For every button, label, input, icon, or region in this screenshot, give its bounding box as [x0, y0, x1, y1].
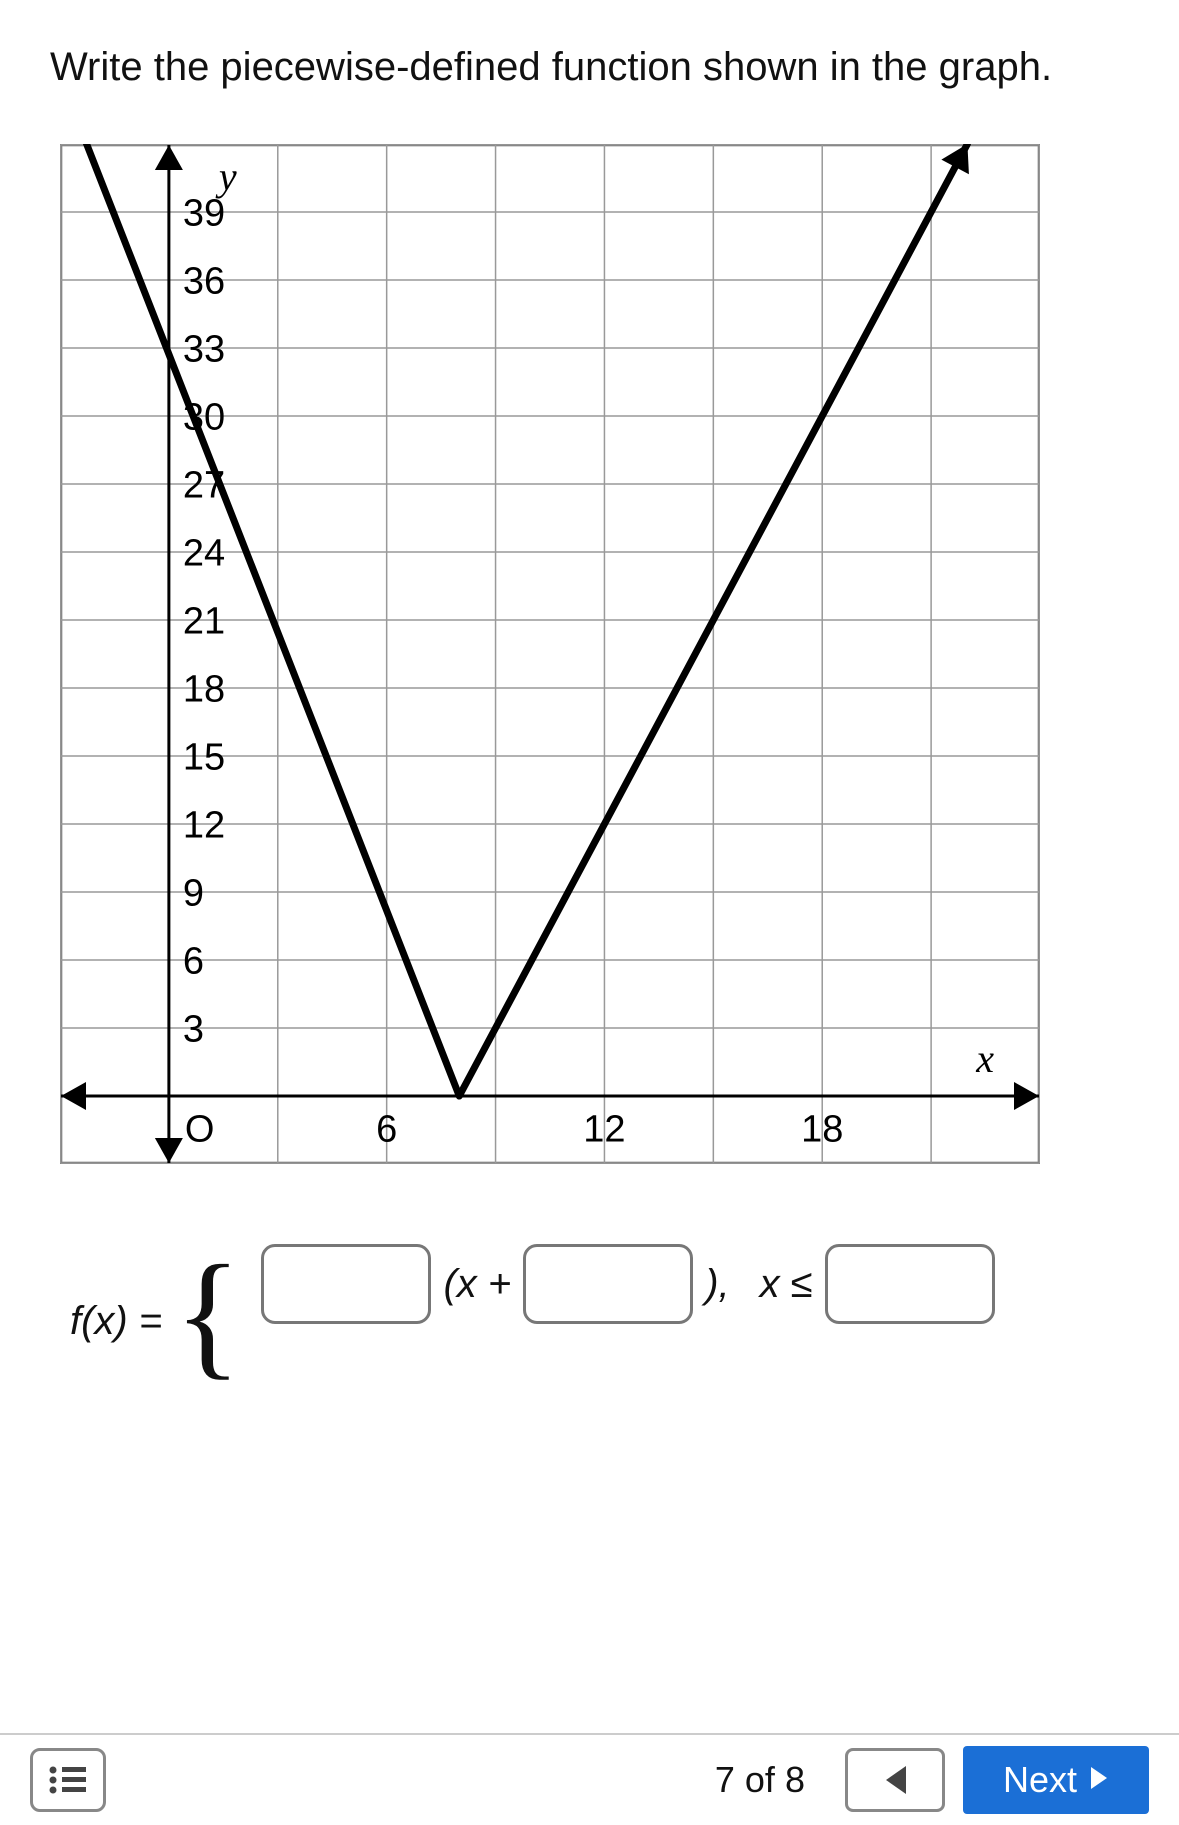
brace-icon: {: [174, 1252, 241, 1378]
graph-svg: 3691215182124273033363961218Oyx: [60, 144, 1040, 1164]
svg-text:18: 18: [801, 1109, 843, 1151]
svg-text:6: 6: [183, 940, 204, 982]
svg-text:24: 24: [183, 532, 225, 574]
svg-text:18: 18: [183, 668, 225, 710]
svg-text:33: 33: [183, 328, 225, 370]
svg-text:12: 12: [183, 804, 225, 846]
piece-row-1: (x + ), x ≤: [261, 1244, 994, 1324]
list-button[interactable]: [30, 1748, 106, 1812]
cond-input-1[interactable]: [825, 1244, 995, 1324]
fx-label: f(x) =: [70, 1299, 162, 1344]
next-button-label: Next: [1003, 1759, 1077, 1801]
chevron-left-icon: [884, 1766, 906, 1794]
piece-text-open: (x +: [443, 1262, 511, 1307]
prev-button[interactable]: [845, 1748, 945, 1812]
cond-label-1: x ≤: [760, 1262, 813, 1307]
page-indicator: 7 of 8: [715, 1759, 805, 1801]
svg-text:x: x: [975, 1036, 994, 1081]
piece-text-close: ),: [705, 1262, 729, 1307]
coef-input-1[interactable]: [261, 1244, 431, 1324]
footer-bar: 7 of 8 Next: [0, 1733, 1179, 1825]
function-definition: f(x) = { (x + ), x ≤: [70, 1244, 1129, 1370]
next-button[interactable]: Next: [963, 1746, 1149, 1814]
svg-text:O: O: [185, 1109, 215, 1151]
svg-text:6: 6: [376, 1109, 397, 1151]
question-prompt: Write the piecewise-defined function sho…: [50, 40, 1129, 94]
list-icon: [48, 1765, 88, 1795]
svg-text:y: y: [215, 154, 237, 199]
svg-text:21: 21: [183, 600, 225, 642]
svg-text:3: 3: [183, 1008, 204, 1050]
svg-text:12: 12: [583, 1109, 625, 1151]
svg-text:36: 36: [183, 260, 225, 302]
const-input-1[interactable]: [523, 1244, 693, 1324]
chevron-right-icon: [1091, 1765, 1109, 1796]
graph-chart: 3691215182124273033363961218Oyx: [60, 144, 1040, 1164]
svg-text:9: 9: [183, 872, 204, 914]
svg-text:15: 15: [183, 736, 225, 778]
